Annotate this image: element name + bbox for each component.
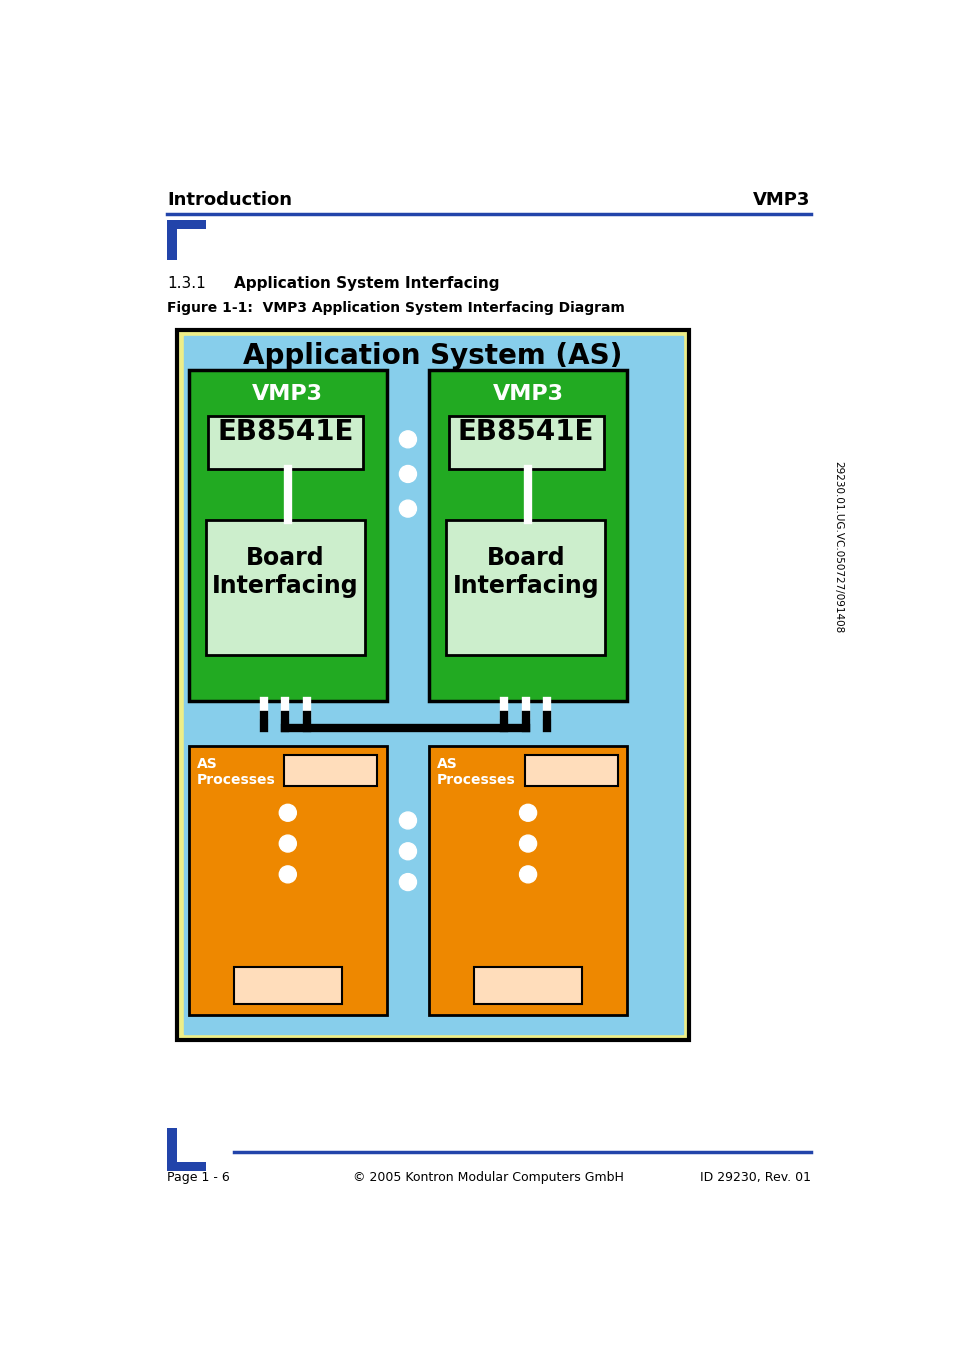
- Text: VMP3: VMP3: [752, 192, 810, 209]
- Circle shape: [279, 866, 296, 882]
- Circle shape: [519, 866, 536, 882]
- Bar: [177, 330, 688, 1040]
- Text: © 2005 Kontron Modular Computers GmbH: © 2005 Kontron Modular Computers GmbH: [354, 1171, 623, 1183]
- Circle shape: [399, 466, 416, 482]
- Text: Board
Interfacing: Board Interfacing: [452, 546, 598, 598]
- Circle shape: [399, 500, 416, 517]
- Circle shape: [399, 431, 416, 447]
- Text: Board
Interfacing: Board Interfacing: [212, 546, 358, 598]
- Bar: [189, 370, 386, 701]
- Bar: [474, 967, 581, 1004]
- Bar: [524, 755, 617, 786]
- Bar: [167, 220, 206, 230]
- Circle shape: [279, 804, 296, 821]
- Circle shape: [519, 835, 536, 852]
- Text: AS
Processes: AS Processes: [196, 757, 275, 786]
- Text: VMP3: VMP3: [492, 384, 563, 404]
- Circle shape: [399, 874, 416, 890]
- Text: 1.3.1: 1.3.1: [167, 276, 206, 290]
- Text: Application System (AS): Application System (AS): [243, 342, 622, 370]
- Text: Page 1 - 6: Page 1 - 6: [167, 1171, 230, 1183]
- Text: Introduction: Introduction: [167, 192, 292, 209]
- Bar: [189, 746, 386, 1016]
- Text: Figure 1-1:  VMP3 Application System Interfacing Diagram: Figure 1-1: VMP3 Application System Inte…: [167, 301, 624, 315]
- Text: AS
Processes: AS Processes: [436, 757, 516, 786]
- Text: 29230.01.UG.VC.050727/091408: 29230.01.UG.VC.050727/091408: [833, 461, 842, 634]
- Bar: [429, 746, 626, 1016]
- Bar: [167, 1128, 176, 1171]
- Bar: [429, 370, 626, 701]
- Bar: [183, 336, 682, 1034]
- Text: EB8541E: EB8541E: [457, 417, 594, 446]
- Circle shape: [399, 843, 416, 859]
- Bar: [167, 1162, 206, 1171]
- Bar: [448, 416, 603, 469]
- Bar: [167, 220, 176, 259]
- Circle shape: [519, 804, 536, 821]
- Text: Application System Interfacing: Application System Interfacing: [233, 276, 499, 290]
- Bar: [206, 520, 365, 655]
- Text: VMP3: VMP3: [252, 384, 323, 404]
- Bar: [284, 755, 377, 786]
- Bar: [208, 416, 363, 469]
- Text: EB8541E: EB8541E: [217, 417, 354, 446]
- Bar: [446, 520, 604, 655]
- Circle shape: [279, 835, 296, 852]
- Circle shape: [399, 812, 416, 830]
- Text: ID 29230, Rev. 01: ID 29230, Rev. 01: [699, 1171, 810, 1183]
- Bar: [233, 967, 342, 1004]
